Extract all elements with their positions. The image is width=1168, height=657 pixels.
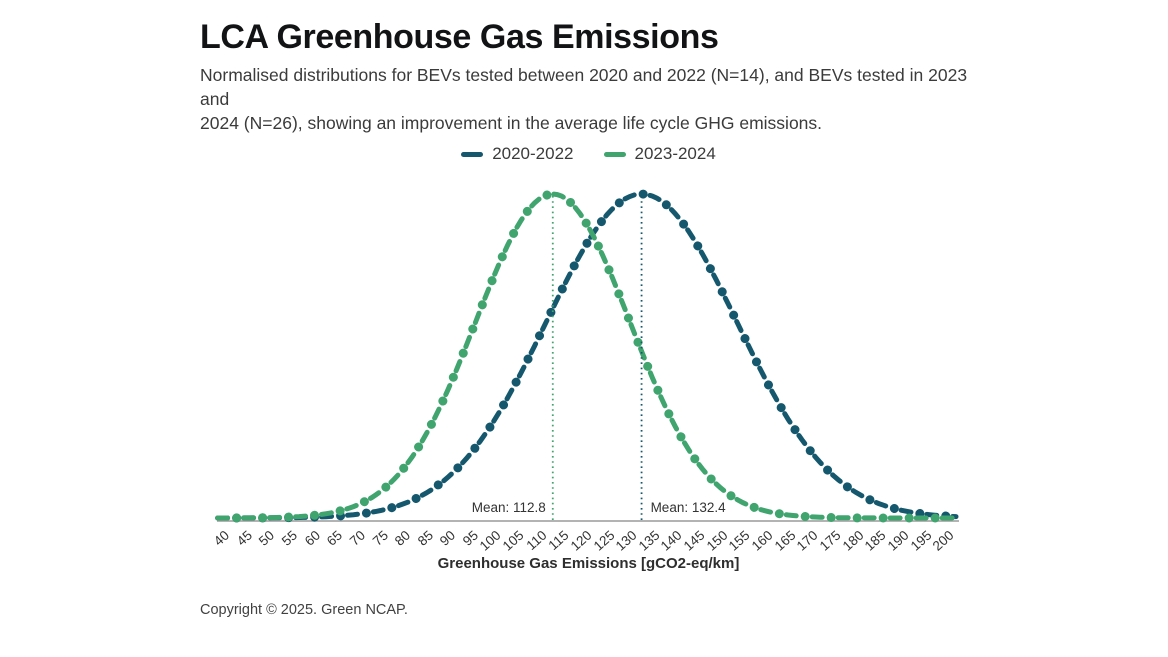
legend-line-swatch-2023-2024	[603, 151, 626, 157]
curve-dashes-2020-2022	[215, 191, 959, 521]
legend-item-2023-2024[interactable]: 2023-2024	[603, 144, 716, 164]
curve-dots-2023-2024	[213, 189, 961, 523]
curve-dots-2020-2022	[213, 189, 961, 523]
mean-annotation-2023-2024: Mean: 112.8	[471, 500, 546, 515]
legend-label: 2023-2024	[634, 144, 716, 163]
x-axis-title: Greenhouse Gas Emissions [gCO2-eq/km]	[437, 555, 740, 572]
legend-label: 2020-2022	[492, 144, 574, 163]
legend-line-swatch-2020-2022	[461, 151, 484, 157]
chart-subtitle: Normalised distributions for BEVs tested…	[200, 65, 968, 133]
mean-annotation-2020-2022: Mean: 132.4	[650, 500, 726, 515]
legend: 2020-2022 2023-2024	[217, 143, 960, 165]
legend-item-2020-2022[interactable]: 2020-2022	[461, 144, 574, 164]
copyright: Copyright © 2025. Green NCAP.	[200, 602, 408, 618]
chart-title: LCA Greenhouse Gas Emissions	[200, 18, 719, 56]
